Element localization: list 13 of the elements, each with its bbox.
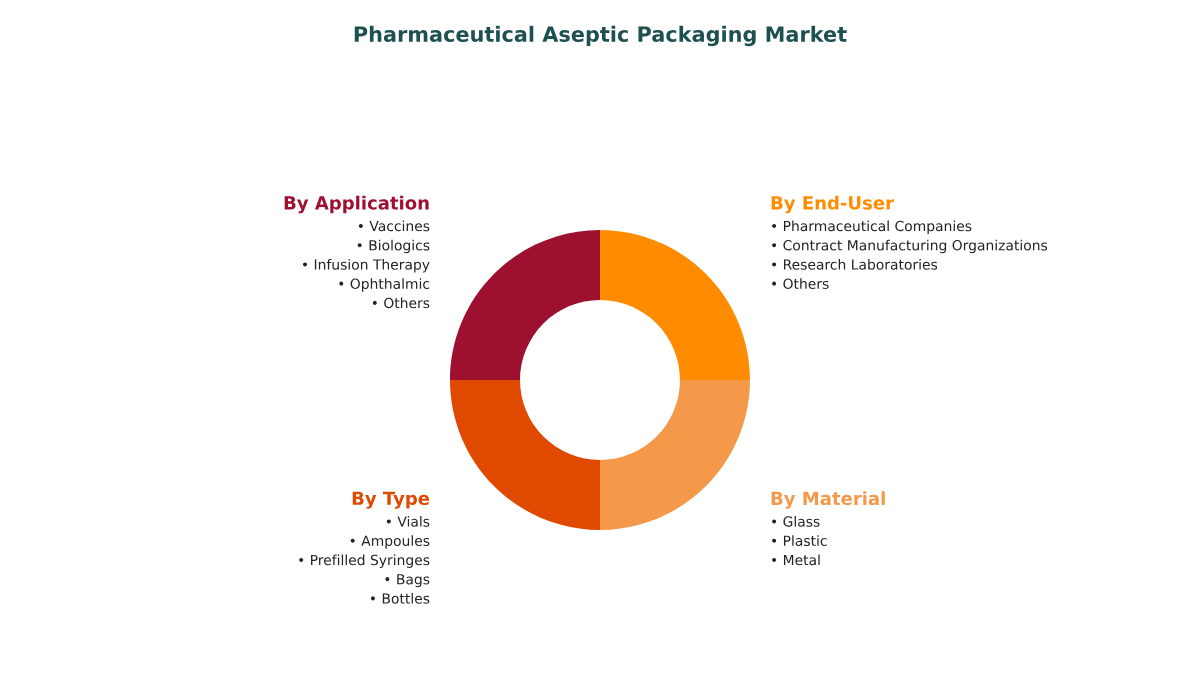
slice-label: By Application [284, 195, 429, 214]
slice-label: By Type [352, 491, 430, 509]
text: • Vials • Ampoules • Prefilled Syringes • Bags • Bottles [299, 516, 430, 604]
text: • Glass • Plastic • Metal [772, 516, 827, 566]
text: • Pharmaceutical Companies • Contract Manufacturing Organizations • Research Laboratories • Others [772, 220, 1048, 289]
donut-slice [450, 380, 600, 530]
chart-title: Pharmaceutical Aseptic Packaging Market [354, 25, 847, 47]
slice-label: By End-User [771, 195, 894, 214]
donut-slice [600, 380, 750, 530]
donut-slice [450, 230, 600, 380]
text: • Vaccines • Biologics • Infusion Therapy • Ophthalmic • Others [302, 220, 430, 309]
slice-label: By Material [771, 491, 885, 509]
donut-slice [600, 230, 750, 380]
